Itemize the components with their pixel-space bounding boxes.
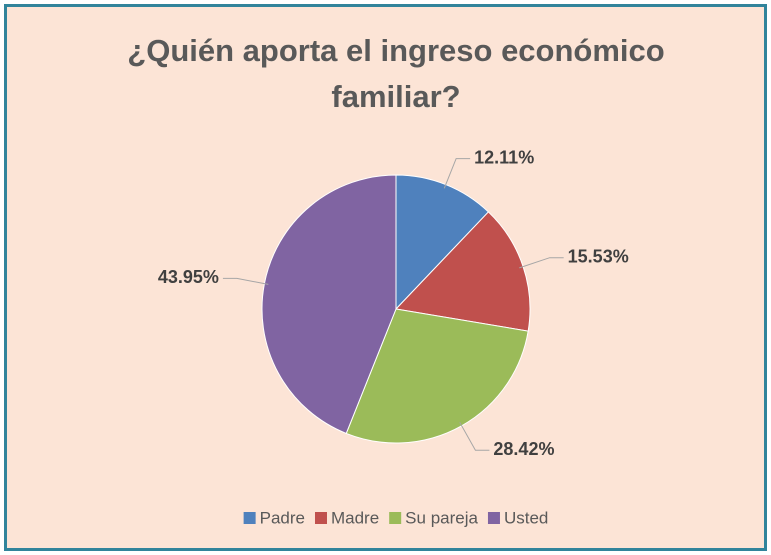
legend-label: Su pareja: [405, 508, 478, 527]
leader-line: [519, 257, 564, 269]
leader-line: [443, 158, 471, 189]
data-label: 28.42%: [493, 439, 554, 459]
data-label: 12.11%: [474, 147, 534, 167]
legend-label: Padre: [260, 508, 305, 527]
data-label: 15.53%: [568, 246, 629, 266]
chart-title: ¿Quién aporta el ingreso económico famil…: [127, 33, 665, 114]
legend-swatch: [243, 512, 256, 524]
legend-swatch: [389, 512, 402, 524]
legend-swatch: [314, 512, 327, 524]
data-label: 43.95%: [158, 267, 219, 287]
leader-line: [222, 277, 269, 285]
legend-label: Madre: [331, 508, 379, 527]
legend-swatch: [487, 512, 500, 524]
legend-label: Usted: [504, 508, 548, 527]
leader-line: [459, 422, 490, 451]
